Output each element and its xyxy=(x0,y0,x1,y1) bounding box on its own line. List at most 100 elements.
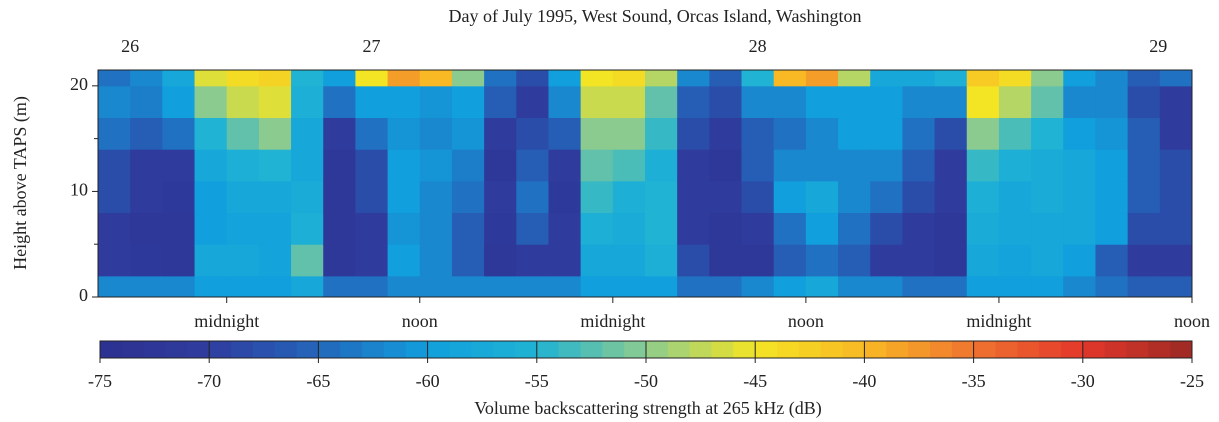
heatmap-cell xyxy=(612,212,646,245)
heatmap-cell xyxy=(709,180,743,214)
heatmap-cell xyxy=(419,244,453,277)
heatmap-cell xyxy=(998,212,1032,245)
heatmap-cell xyxy=(580,212,614,245)
heatmap-cell xyxy=(1095,244,1129,277)
heatmap-cell xyxy=(419,180,453,214)
heatmap-cell xyxy=(677,212,710,245)
x-tick-label: noon xyxy=(788,311,824,331)
heatmap-cell xyxy=(677,275,710,298)
x-tick-label: midnight xyxy=(194,311,259,331)
colorbar-segment xyxy=(908,341,931,358)
heatmap-cell xyxy=(98,70,131,87)
heatmap-cell xyxy=(645,70,678,87)
heatmap-cell xyxy=(870,149,903,182)
colorbar-segment xyxy=(100,341,123,358)
heatmap-cell xyxy=(98,275,131,298)
colorbar-segment xyxy=(973,341,996,358)
heatmap-cell xyxy=(387,149,421,182)
heatmap-cell xyxy=(870,85,903,119)
heatmap-cell xyxy=(1031,70,1064,87)
heatmap-cell xyxy=(548,244,582,277)
heatmap-cell xyxy=(1095,212,1129,245)
heatmap-cell xyxy=(226,85,260,119)
heatmap-cell xyxy=(1063,70,1096,87)
heatmap-cell xyxy=(130,244,163,277)
heatmap-cell xyxy=(484,244,517,277)
heatmap-cell xyxy=(998,149,1032,182)
heatmap-cell xyxy=(1127,244,1161,277)
heatmap-cell xyxy=(387,85,421,119)
heatmap-cell xyxy=(580,180,614,214)
colorbar-segment xyxy=(864,341,887,358)
heatmap-cell xyxy=(709,275,743,298)
heatmap-cell xyxy=(516,70,549,87)
heatmap-cell xyxy=(323,117,356,150)
heatmap-cell xyxy=(645,275,678,298)
heatmap-cell xyxy=(548,212,582,245)
colorbar-segment xyxy=(1060,341,1084,358)
x2-tick-label: 28 xyxy=(749,36,767,56)
heatmap-cell xyxy=(98,244,131,277)
heatmap-cell xyxy=(709,85,743,119)
heatmap-cell xyxy=(419,70,453,87)
heatmap-cell xyxy=(1063,180,1096,214)
heatmap-cell xyxy=(805,180,839,214)
heatmap-cell xyxy=(902,180,936,214)
heatmap-cell xyxy=(548,117,582,150)
colorbar-segment xyxy=(143,341,167,358)
colorbar-segment xyxy=(777,341,800,358)
heatmap-cell xyxy=(1127,180,1161,214)
colorbar-segment xyxy=(711,341,734,358)
heatmap-cell xyxy=(773,85,807,119)
heatmap-cell xyxy=(355,212,389,245)
heatmap-cell xyxy=(677,180,710,214)
heatmap-cell xyxy=(194,149,228,182)
heatmap-cell xyxy=(966,85,1000,119)
heatmap-cell xyxy=(291,149,324,182)
heatmap-cell xyxy=(291,70,324,87)
heatmap-cell xyxy=(902,212,936,245)
heatmap-cell xyxy=(419,85,453,119)
colorbar-tick-label: -65 xyxy=(306,371,330,391)
heatmap-cell xyxy=(1031,149,1064,182)
heatmap-cell xyxy=(709,212,743,245)
colorbar-segment xyxy=(1126,341,1149,358)
heatmap-cell xyxy=(1095,70,1129,87)
heatmap-cell xyxy=(870,212,903,245)
heatmap-cell xyxy=(451,275,485,298)
heatmap-cell xyxy=(998,244,1032,277)
heatmap-cell xyxy=(258,149,292,182)
heatmap-cell xyxy=(130,117,163,150)
chart-title: Day of July 1995, West Sound, Orcas Isla… xyxy=(449,6,862,26)
heatmap-cell xyxy=(323,212,356,245)
heatmap-cell xyxy=(226,70,260,87)
colorbar-segment xyxy=(165,341,188,358)
heatmap-cell xyxy=(934,275,968,298)
heatmap-cell xyxy=(1095,275,1129,298)
heatmap-cell xyxy=(838,180,871,214)
colorbar-label: Volume backscattering strength at 265 kH… xyxy=(474,398,822,419)
heatmap-cell xyxy=(194,275,228,298)
heatmap-cell xyxy=(162,212,196,245)
colorbar-segment xyxy=(995,341,1018,358)
colorbar-segment xyxy=(689,341,713,358)
heatmap-cell xyxy=(741,117,775,150)
heatmap-cell xyxy=(451,244,485,277)
heatmap-cell xyxy=(580,244,614,277)
colorbar-segment xyxy=(296,341,319,358)
heatmap-cell xyxy=(130,149,163,182)
heatmap-cell xyxy=(548,180,582,214)
colorbar-segment xyxy=(558,341,581,358)
heatmap-cell xyxy=(677,117,710,150)
heatmap-cell xyxy=(130,180,163,214)
heatmap-cell xyxy=(130,275,163,298)
heatmap-cell xyxy=(966,70,1000,87)
heatmap-cell xyxy=(130,212,163,245)
heatmap-cell xyxy=(1127,149,1161,182)
colorbar-segment xyxy=(187,341,210,358)
heatmap-cell xyxy=(323,70,356,87)
heatmap-cell xyxy=(1159,180,1193,214)
heatmap-cell xyxy=(355,149,389,182)
heatmap-cell xyxy=(258,180,292,214)
heatmap-cell xyxy=(162,70,196,87)
